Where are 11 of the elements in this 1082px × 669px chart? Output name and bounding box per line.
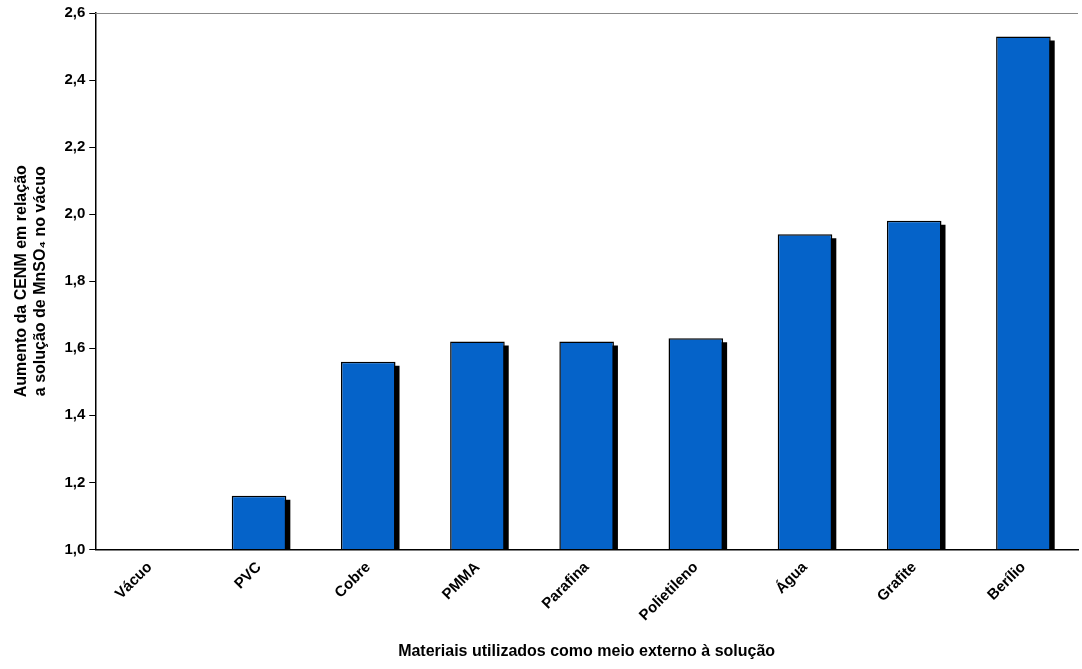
- y-tick-label: 1,2: [64, 472, 86, 490]
- y-tick-label: 1,8: [64, 271, 86, 289]
- y-tick-label: 1,0: [64, 539, 86, 557]
- x-axis-title: Materiais utilizados como meio externo à solução: [398, 641, 776, 659]
- y-tick-label: 1,4: [64, 405, 86, 423]
- y-tick-label: 2,2: [64, 137, 86, 155]
- y-axis-title: Aumento da CENM em relação a solução de MnSO₄ no vácuo: [12, 164, 49, 398]
- y-tick-label: 2,6: [64, 3, 86, 21]
- y-tick-label: 2,4: [64, 70, 86, 88]
- y-tick-label: 2,0: [64, 204, 86, 222]
- y-tick-label: 1,6: [64, 338, 86, 356]
